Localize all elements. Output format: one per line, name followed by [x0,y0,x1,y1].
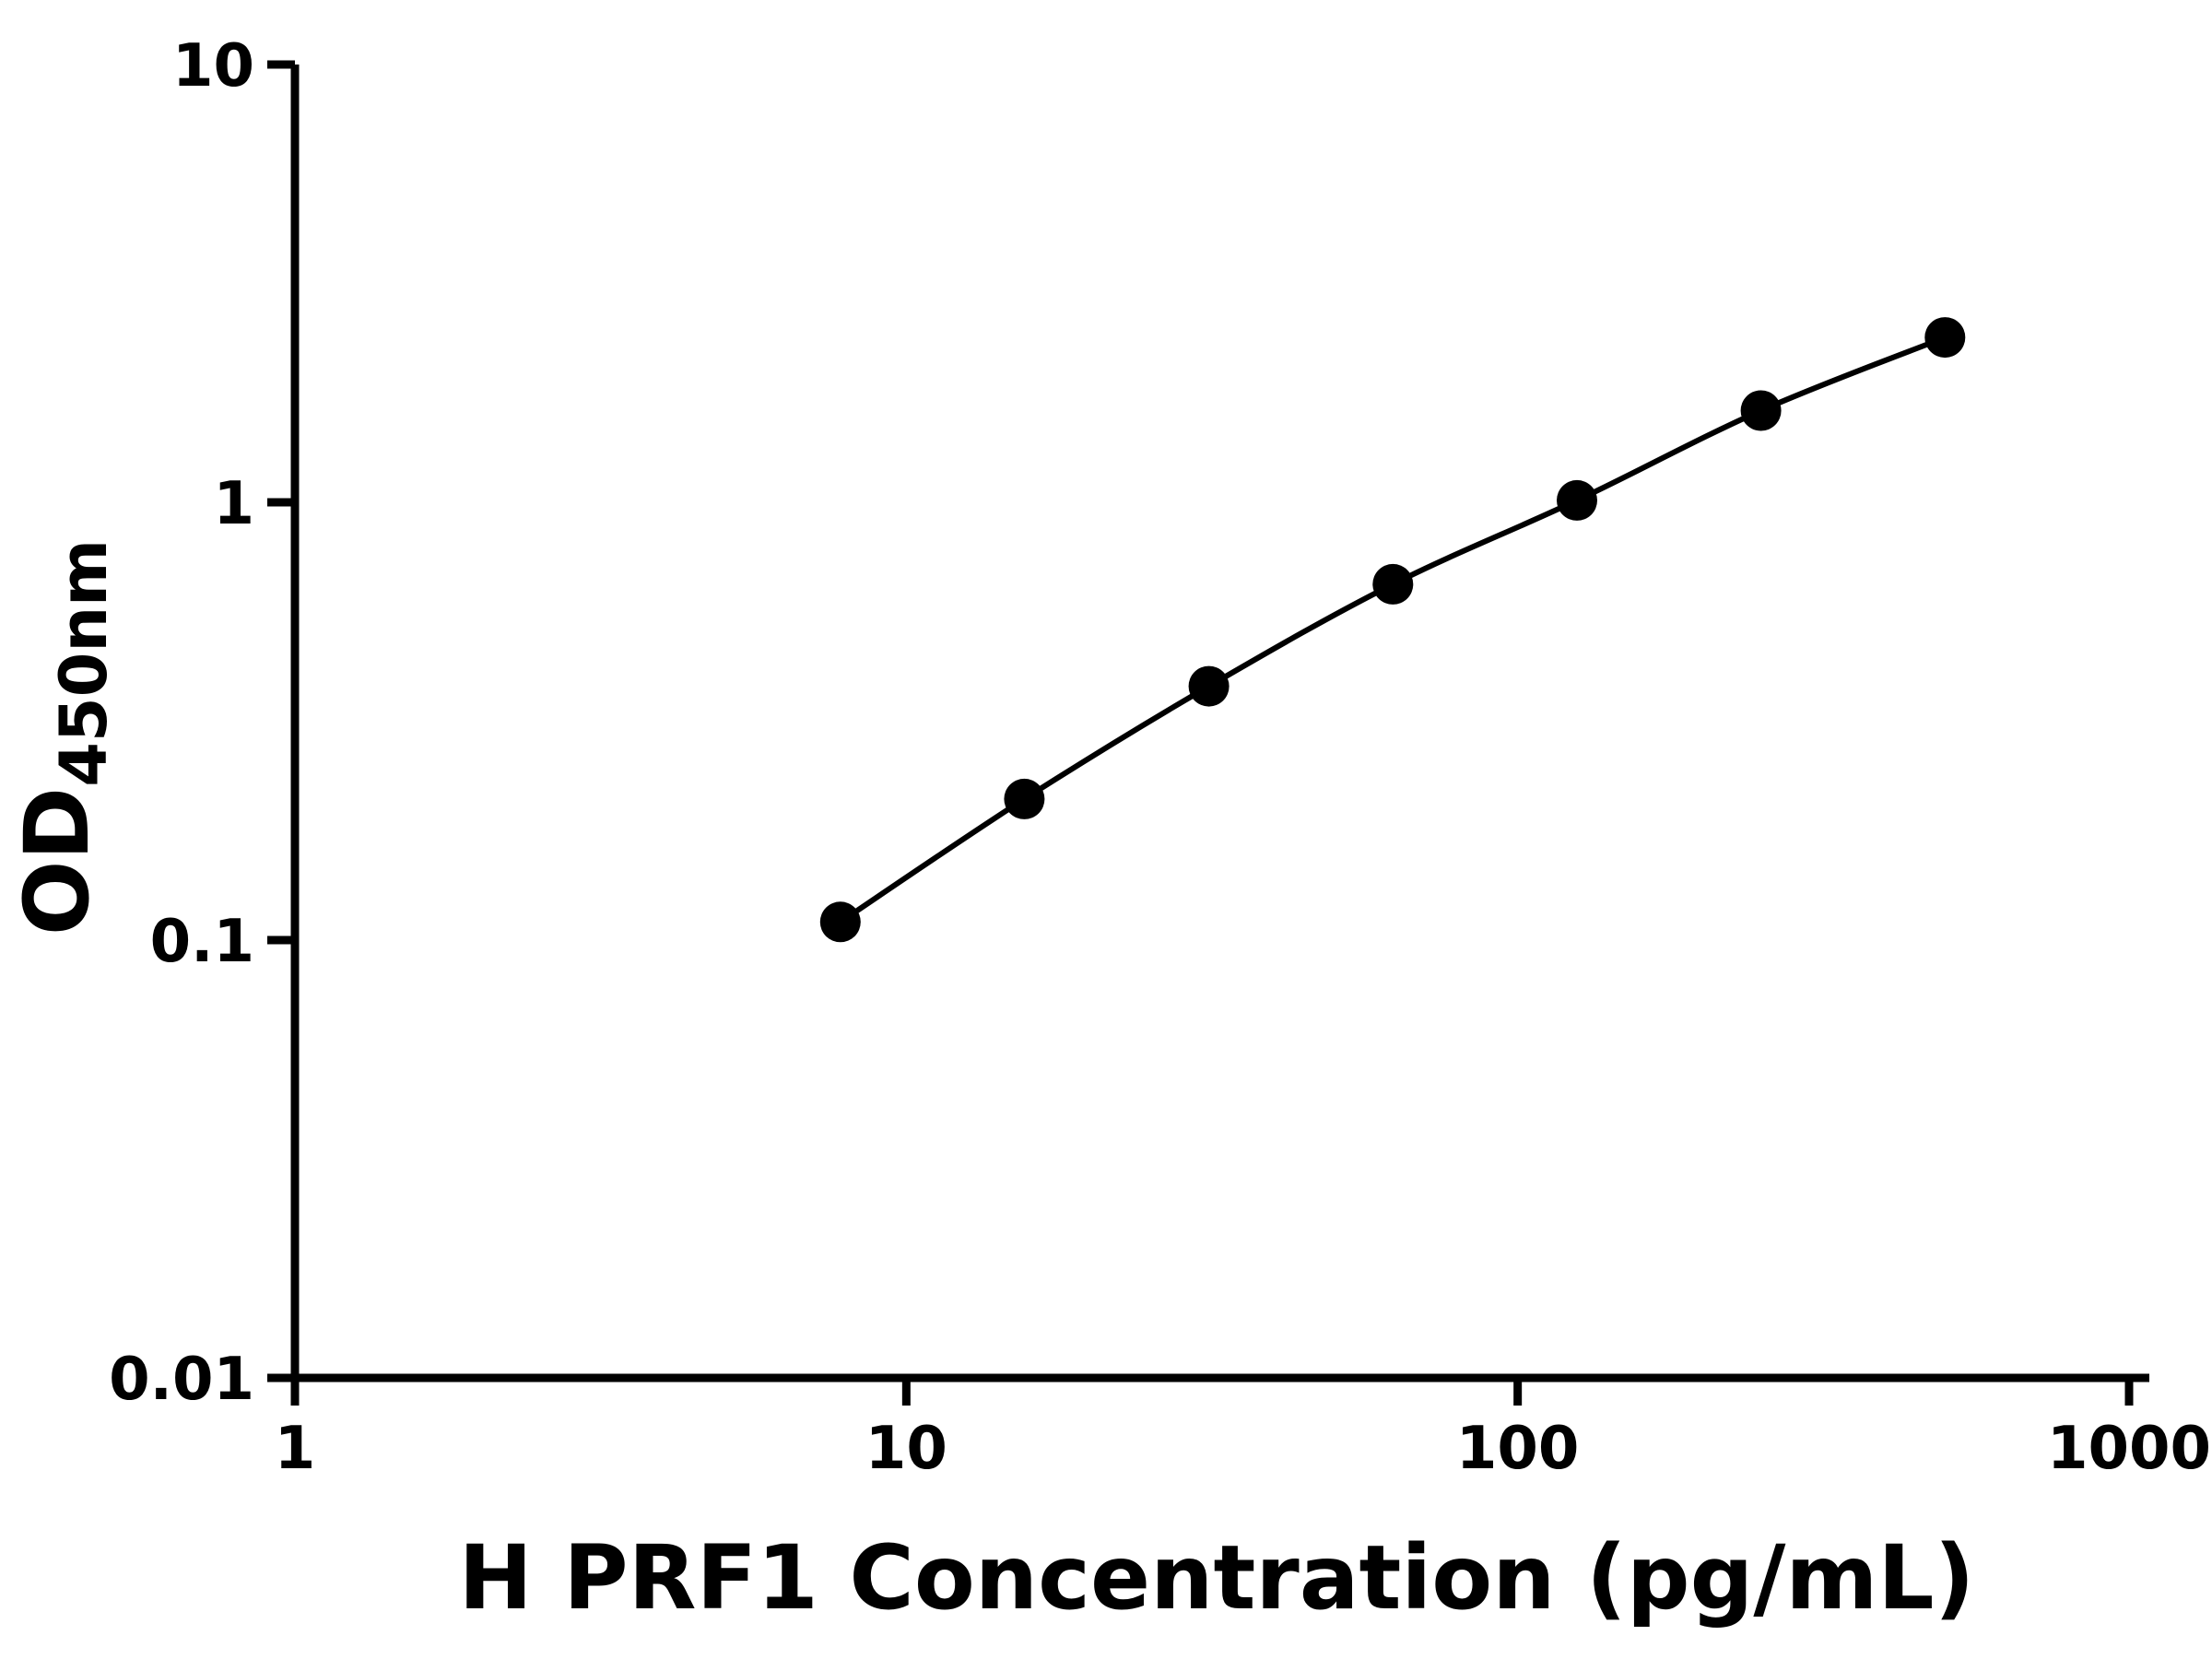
x-tick-label: 1 [275,1415,316,1483]
x-tick-label: 10 [865,1415,947,1483]
data-point-marker [1924,317,1966,359]
data-point-marker [1740,390,1782,431]
data-point-marker [819,901,861,943]
y-axis-title-main: OD [6,787,109,935]
data-point-marker [1004,778,1045,819]
y-tick-label: 0.1 [150,908,254,976]
data-point-marker [1372,563,1414,605]
x-tick-label: 1000 [2047,1415,2211,1483]
y-tick-label: 1 [213,470,254,538]
y-axis-title-subscript: 450nm [46,539,122,787]
y-axis-title: OD450nm [6,539,122,935]
axes: 1 10 100 1000 0.01 0.1 1 10 [109,32,2211,1483]
data-point-marker [1188,665,1230,707]
data-point-marker [1557,479,1597,521]
y-tick-label: 0.01 [109,1346,254,1414]
data-series [819,317,1966,943]
x-axis-title: H PRF1 Concentration (pg/mL) [459,1526,1975,1630]
y-tick-label: 10 [172,32,254,100]
x-tick-label: 100 [1456,1415,1580,1483]
standard-curve-line [839,335,1947,924]
